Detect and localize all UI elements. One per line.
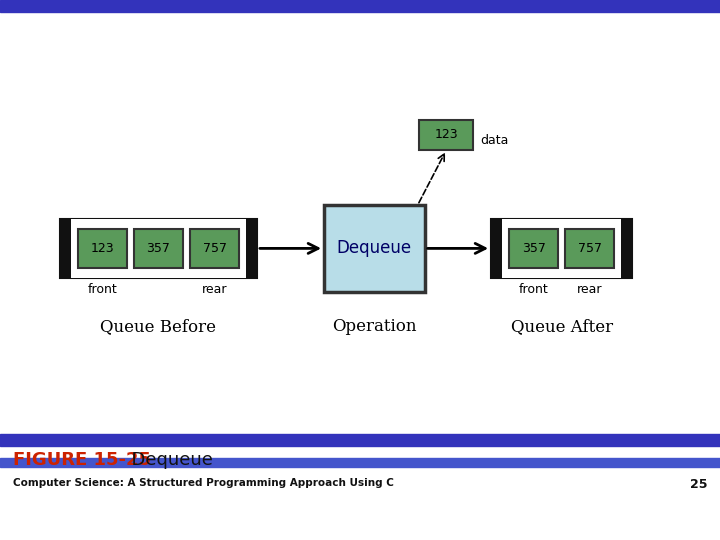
Bar: [491, 219, 632, 278]
Text: Operation: Operation: [332, 318, 417, 335]
Text: Dequeue: Dequeue: [120, 451, 212, 469]
Text: 757: 757: [202, 242, 227, 255]
Bar: [0, 458, 720, 467]
Text: 123: 123: [435, 129, 458, 141]
Bar: [502, 219, 621, 278]
Text: data: data: [481, 134, 509, 147]
Bar: [419, 120, 474, 150]
Text: Queue Before: Queue Before: [100, 318, 217, 335]
Bar: [509, 229, 558, 268]
Text: 757: 757: [577, 242, 602, 255]
Text: 25: 25: [690, 478, 707, 491]
Bar: [60, 219, 257, 278]
Text: rear: rear: [577, 283, 603, 296]
Text: front: front: [518, 283, 549, 296]
Bar: [0, 0, 720, 12]
Text: 123: 123: [91, 242, 114, 255]
Text: Queue After: Queue After: [510, 318, 613, 335]
Bar: [134, 229, 183, 268]
Text: FIGURE 15-25: FIGURE 15-25: [13, 451, 151, 469]
Text: 357: 357: [146, 242, 171, 255]
Bar: [190, 229, 239, 268]
Bar: [0, 434, 720, 445]
Bar: [71, 219, 246, 278]
Bar: [78, 229, 127, 268]
Text: 357: 357: [521, 242, 546, 255]
Text: Computer Science: A Structured Programming Approach Using C: Computer Science: A Structured Programmi…: [13, 478, 394, 488]
Bar: [324, 205, 425, 292]
Text: rear: rear: [202, 283, 228, 296]
Text: Dequeue: Dequeue: [337, 239, 412, 258]
Bar: [565, 229, 614, 268]
Text: front: front: [87, 283, 117, 296]
